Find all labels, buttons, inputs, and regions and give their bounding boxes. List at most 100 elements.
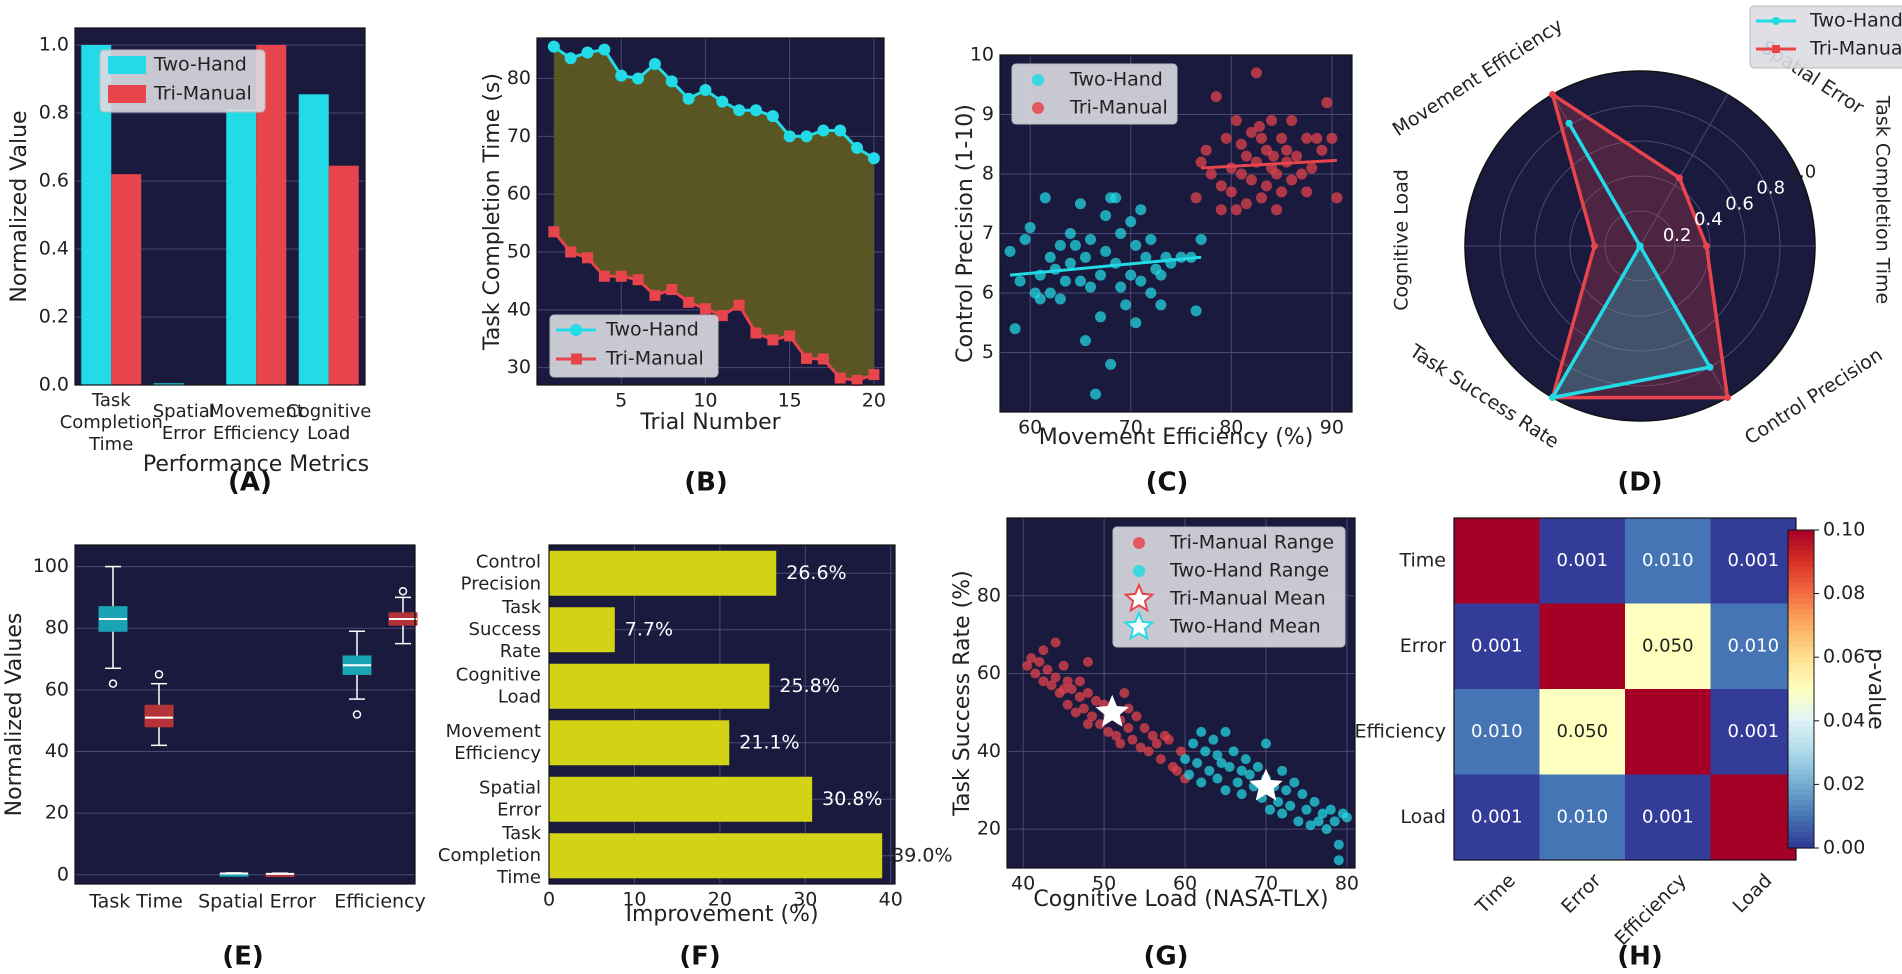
panel-h-ytick: Time [1399,549,1447,571]
panel-c-point-two-hand [1044,287,1056,299]
panel-g-point-tri-manual [1038,645,1049,656]
panel-h-colorbar-segment [1788,598,1814,605]
panel-c-point-two-hand [1130,317,1142,329]
panel-g-legend-marker [1123,582,1155,613]
panel-a-xtick: Load [307,423,350,444]
panel-g-point-tri-manual [1050,637,1061,648]
panel-c-ytick: 9 [982,103,994,125]
panel-b-marker-tri-manual [817,353,829,365]
panel-c-point-tri-manual [1205,168,1217,180]
panel-g-xtick: 70 [1254,873,1278,895]
panel-h-colorbar-segment [1788,842,1814,849]
panel-b-marker-two-hand [564,52,577,65]
panel-h-colorbar-segment [1788,821,1814,828]
panel-h-colorbar-segment [1788,636,1814,642]
panel-a-ytick: 1.0 [39,34,69,56]
panel-d-rtick: 1.0 [1788,162,1817,183]
panel-g-point-tri-manual [1042,664,1053,675]
panel-h-cell-value: 0.001 [1727,721,1779,742]
panel-h-cell [1454,518,1540,604]
panel-c-point-two-hand [1039,192,1051,204]
panel-g-point-two-hand [1196,777,1207,788]
panel-b-marker-two-hand [783,130,796,143]
panel-g-point-tri-manual [1147,730,1158,741]
panel-g-point-tri-manual [1091,695,1102,706]
panel-a-xtick: Spatial [153,401,215,422]
panel-c-point-two-hand [1085,233,1097,245]
panel-d-spoke [1639,94,1728,247]
panel-h-colorbar-tick: 0.04 [1823,709,1865,731]
panel-f-ytick: Spatial [479,777,541,798]
panel-h-xtick: Efficiency [1611,870,1691,950]
panel-b-marker-two-hand [867,152,880,165]
panel-f-xtick: 40 [879,889,903,911]
panel-g-xlabel: Cognitive Load (NASA-TLX) [1033,887,1328,912]
panel-a-bar-two-hand [298,94,329,386]
panel-g-point-two-hand [1285,800,1296,811]
panel-b-xlabel: Trial Number [639,410,781,435]
panel-d-marker-two-hand [1565,119,1573,127]
panel-h-colorbar-segment [1788,604,1814,611]
panel-e-ytick: 80 [45,617,69,639]
panel-b-xtick: 5 [615,390,627,412]
panel-b-xtick: 20 [862,390,886,412]
panel-c-point-tri-manual [1220,132,1232,144]
panel-g-point-two-hand [1188,738,1199,749]
panel-g-point-tri-manual [1171,765,1182,776]
panel-c-xtick: 90 [1320,417,1344,439]
panel-h-colorbar-segment [1788,726,1814,732]
panel-d-marker-two-hand [1706,363,1714,371]
panel-h-colorbar-segment [1788,720,1814,727]
panel-g-point-tri-manual [1058,684,1069,695]
panel-h-colorbar-segment [1788,583,1814,589]
panel-b-marker-tri-manual [851,374,863,386]
panel-b-marker-tri-manual [767,334,779,346]
panel-c-xtick: 60 [1018,417,1042,439]
panel-c-ytick: 5 [982,341,994,363]
panel-g-point-tri-manual [1115,738,1126,749]
panel-b-marker-tri-manual [750,327,762,339]
panel-g-legend-marker [1123,610,1155,641]
panel-g-point-tri-manual [1062,699,1073,710]
panel-h-colorbar-segment [1788,757,1814,764]
panel-d-rtick: 0.4 [1694,209,1723,230]
panel-g-point-two-hand [1305,820,1316,831]
panel-b-marker-two-hand [632,72,645,85]
panel-c-point-two-hand [1090,388,1102,400]
panel-h-colorbar-label: p-value [1863,648,1888,729]
panel-g-point-tri-manual [1030,668,1041,679]
panel-a-frame [74,27,366,386]
panel-c-point-tri-manual [1306,162,1318,174]
panel-d-marker-tri-manual [1703,242,1710,250]
panel-c-point-tri-manual [1301,186,1313,198]
panel-h-colorbar-segment [1788,736,1814,743]
panel-g-point-two-hand [1289,777,1300,788]
panel-g-point-two-hand [1216,758,1227,768]
panel-h-colorbar-segment [1788,800,1814,807]
panel-b-marker-tri-manual [649,289,661,301]
panel-g-point-two-hand [1184,769,1195,780]
panel-h-cell [1454,603,1540,690]
panel-c-point-tri-manual [1235,168,1247,180]
panel-c-point-tri-manual [1276,186,1288,198]
panel-d-marker-tri-manual [1724,394,1731,402]
panel-c-point-tri-manual [1240,198,1252,210]
panel-g-point-tri-manual [1058,660,1069,671]
panel-h-xtick: Time [1471,870,1520,919]
panel-f-ytick: Time [496,867,541,888]
panel-f-label: (F) [679,942,721,972]
panel-d-marker-two-hand [1549,394,1556,402]
panel-a-ytick: 0.6 [39,170,69,192]
panel-b-marker-tri-manual [632,274,644,286]
panel-c-point-two-hand [1069,239,1081,251]
panel-g-point-two-hand [1212,773,1223,784]
panel-b-marker-tri-manual [598,270,610,282]
panel-b-marker-two-hand [817,124,830,137]
panel-h-colorbar-segment [1788,561,1814,568]
panel-a-bar-two-hand [153,383,184,385]
panel-h-colorbar-segment [1788,810,1814,817]
panel-a-ytick: 0.8 [39,102,69,124]
panel-h-colorbar-segment [1788,832,1814,838]
panel-d-marker-tri-manual [1591,242,1598,250]
panel-c-point-tri-manual [1326,132,1338,144]
